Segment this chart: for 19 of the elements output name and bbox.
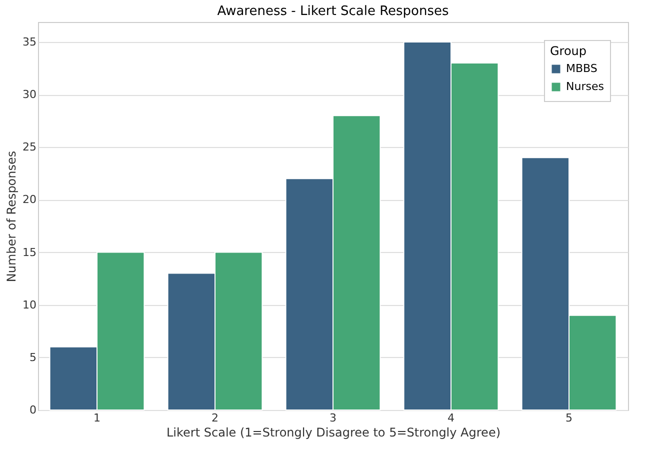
y-tick-label: 35 [22,35,36,48]
y-tick-label: 30 [22,88,36,102]
y-tick-label: 25 [22,140,36,154]
x-tick-label: 3 [330,412,336,424]
y-tick-label: 0 [30,404,36,416]
x-tick-label: 1 [94,412,100,424]
legend-label: MBBS [566,62,598,75]
x-tick-label: 5 [566,412,572,424]
y-axis-title: Number of Responses [4,150,19,282]
x-tick-label: 2 [212,412,218,424]
chart-title: Awareness - Likert Scale Responses [217,4,450,19]
legend-label: Nurses [566,80,604,93]
x-tick-label: 4 [448,412,454,424]
x-axis-title: Likert Scale (1=Strongly Disagree to 5=Strongly Agree) [166,426,501,440]
y-tick-label: 15 [22,246,36,259]
legend-title: Group [550,44,587,58]
y-tick-label: 20 [22,193,36,206]
y-tick-label: 10 [22,298,36,312]
y-tick-label: 5 [30,350,36,364]
